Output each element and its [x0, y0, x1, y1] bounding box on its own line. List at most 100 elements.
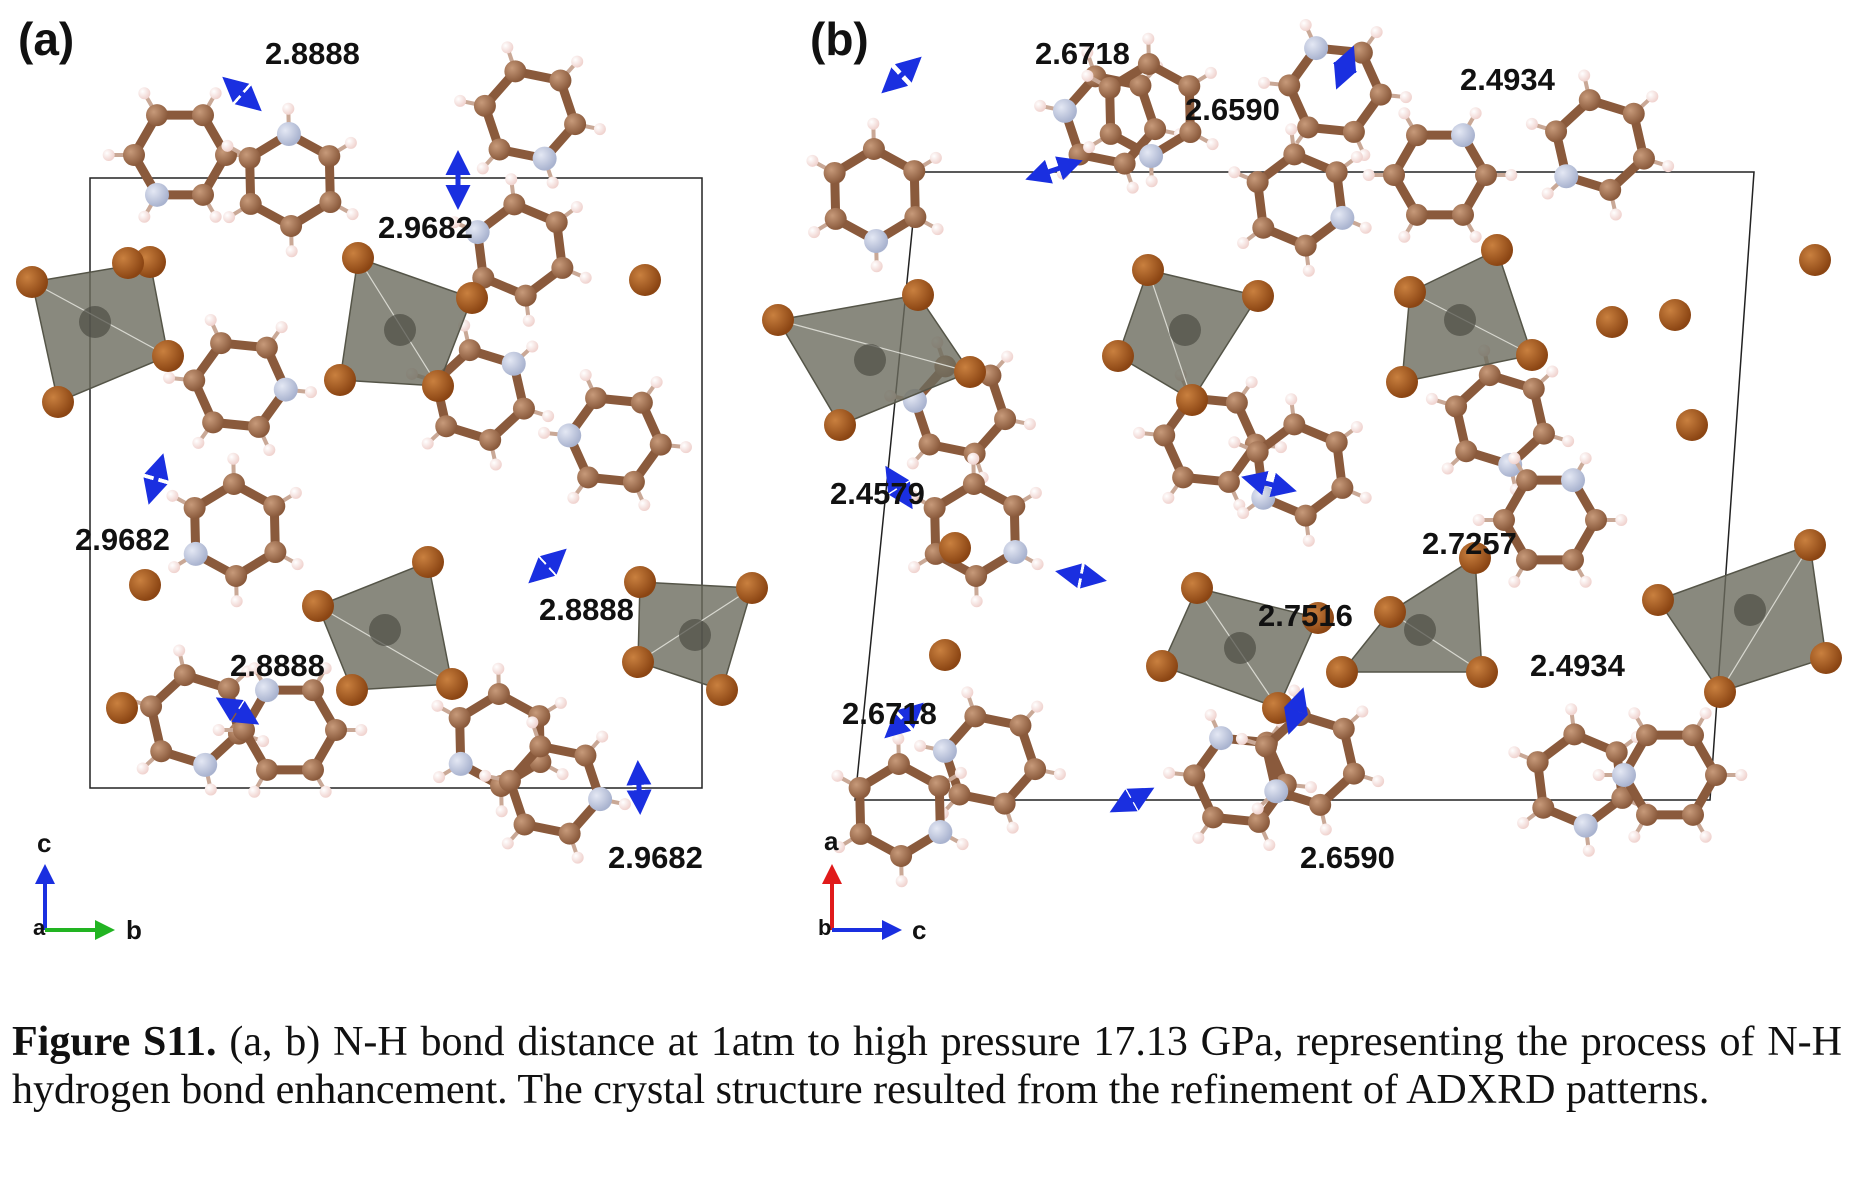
distance-label: 2.4579: [830, 476, 925, 511]
carbon-atom: [1532, 422, 1555, 445]
hydrogen-atom: [1525, 117, 1538, 130]
distance-label: 2.8888: [539, 592, 634, 627]
hydrogen-atom: [1615, 514, 1628, 526]
carbon-atom: [948, 783, 971, 806]
carbon-atom: [1278, 74, 1301, 97]
hydrogen-atom: [168, 561, 181, 574]
carbon-atom: [1113, 152, 1136, 175]
axis-label-origin: a: [33, 915, 46, 940]
nitrogen-atom: [557, 423, 582, 448]
hydrogen-atom: [505, 173, 518, 186]
hydrogen-atom: [1285, 123, 1298, 136]
distance-label: 2.7516: [1258, 598, 1353, 633]
carbon-atom: [217, 677, 240, 700]
bromine-atom: [1466, 656, 1498, 688]
carbon-atom: [487, 683, 510, 706]
hydrogen-atom: [1083, 141, 1096, 154]
carbon-atom: [630, 391, 653, 414]
nitrogen-atom: [1330, 205, 1355, 230]
bromine-atom: [1181, 572, 1213, 604]
hydrogen-atom: [1350, 151, 1363, 164]
distance-arrow: [143, 453, 169, 505]
carbon-atom: [1246, 441, 1269, 464]
distance-arrow: [1241, 470, 1297, 498]
hydrogen-atom: [282, 102, 295, 115]
distance-label: 2.8888: [230, 648, 325, 683]
carbon-atom: [545, 211, 568, 234]
distance-label: 2.6718: [842, 696, 937, 731]
hydrogen-atom: [961, 686, 974, 699]
hydrogen-atom: [1235, 732, 1248, 745]
distance-arrow: [1284, 687, 1308, 735]
hydrogen-atom: [1628, 830, 1641, 843]
bromine-atom: [456, 282, 488, 314]
hydrogen-atom: [476, 162, 489, 175]
bromine-atom: [1676, 409, 1708, 441]
hydrogen-atom: [479, 769, 492, 782]
hydrogen-atom: [1592, 769, 1605, 781]
nitrogen-atom: [465, 220, 490, 245]
metal-center: [1734, 594, 1766, 626]
hydrogen-atom: [1081, 46, 1094, 59]
distance-label: 2.6590: [1300, 840, 1395, 875]
carbon-atom: [962, 473, 985, 496]
hydrogen-atom: [867, 117, 880, 130]
hydrogen-atom: [593, 123, 606, 136]
hydrogen-atom: [806, 154, 819, 167]
carbon-atom: [823, 161, 846, 184]
bromine-atom: [42, 386, 74, 418]
carbon-atom: [1297, 116, 1320, 139]
hydrogen-atom: [1517, 816, 1530, 829]
nitrogen-atom: [1264, 779, 1289, 804]
hydrogen-atom: [1562, 435, 1575, 448]
hydrogen-atom: [421, 437, 434, 450]
carbon-atom: [1294, 504, 1317, 527]
bromine-atom: [106, 692, 138, 724]
metal-center: [679, 619, 711, 651]
hydrogen-atom: [892, 732, 905, 745]
carbon-atom: [1563, 723, 1586, 746]
carbon-atom: [558, 822, 581, 845]
carbon-atom: [192, 104, 214, 127]
nitrogen-atom: [864, 228, 889, 253]
carbon-atom: [319, 191, 342, 214]
carbon-atom: [1129, 74, 1152, 97]
hydrogen-atom: [1204, 66, 1217, 79]
carbon-atom: [488, 138, 511, 161]
hydrogen-atom: [618, 798, 631, 811]
carbon-atom: [513, 813, 536, 836]
bromine-atom: [1386, 366, 1418, 398]
carbon-atom: [1283, 143, 1306, 166]
hydrogen-atom: [1508, 746, 1521, 759]
carbon-atom: [574, 744, 597, 767]
hydrogen-atom: [221, 139, 234, 152]
nitrogen-atom: [1573, 813, 1598, 838]
hydrogen-atom: [304, 386, 317, 399]
hydrogen-atom: [1245, 376, 1258, 389]
unit-cell: [89, 177, 703, 789]
hydrogen-atom: [1145, 175, 1158, 188]
carbon-atom: [918, 433, 941, 456]
bromine-atom: [1481, 234, 1513, 266]
carbon-atom: [1172, 466, 1195, 489]
hydrogen-atom: [230, 595, 243, 608]
metal-center: [854, 344, 886, 376]
carbon-atom: [928, 775, 951, 798]
hydrogen-atom: [454, 94, 467, 107]
distance-label: 2.6718: [1035, 36, 1130, 71]
hydrogen-atom: [1398, 230, 1411, 243]
carbon-atom: [1153, 424, 1176, 447]
carbon-atom: [1578, 89, 1601, 112]
hydrogen-atom: [173, 644, 186, 657]
nitrogen-atom: [1304, 36, 1329, 61]
nitrogen-atom: [1209, 726, 1234, 751]
carbon-atom: [238, 146, 261, 169]
hydrogen-atom: [163, 371, 176, 384]
hydrogen-atom: [831, 769, 844, 782]
metal-center: [79, 306, 111, 338]
carbon-atom: [255, 336, 278, 359]
carbon-atom: [1406, 203, 1428, 226]
bromine-atom: [1516, 339, 1548, 371]
nitrogen-atom: [448, 751, 473, 776]
carbon-atom: [577, 466, 600, 489]
